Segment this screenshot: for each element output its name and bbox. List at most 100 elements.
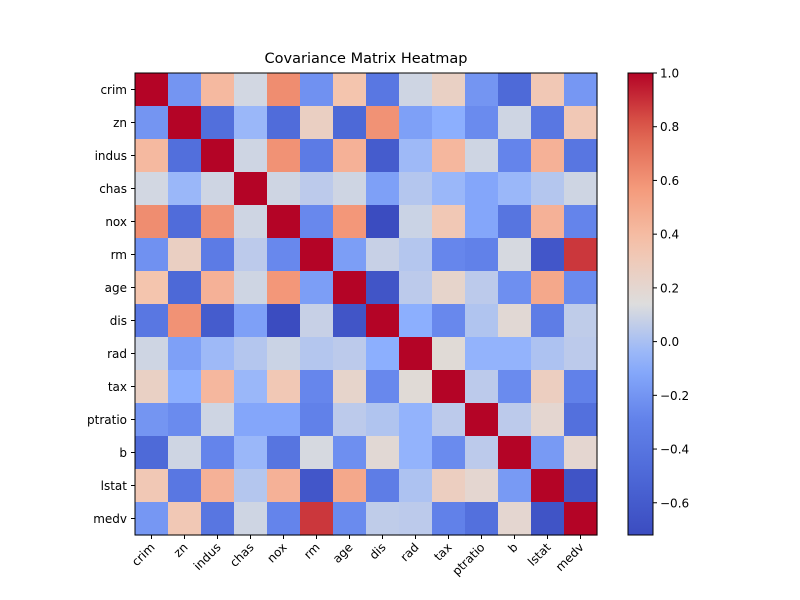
heatmap-cell-tax-rad [399, 370, 433, 404]
heatmap-cell-lstat-nox [267, 469, 301, 503]
y-tick-label: chas [99, 182, 127, 196]
x-tick-label: b [505, 540, 520, 555]
heatmap-cell-zn-ptratio [465, 106, 499, 140]
x-tick-label: indus [191, 540, 224, 573]
heatmap-cell-nox-zn [168, 205, 202, 239]
heatmap-cell-age-chas [234, 271, 268, 305]
heatmap-cell-age-b [498, 271, 532, 305]
heatmap-cell-rm-nox [267, 238, 301, 272]
heatmap-cell-tax-b [498, 370, 532, 404]
heatmap-cell-b-nox [267, 436, 301, 470]
x-tick-label: tax [431, 540, 454, 563]
heatmap-cell-rad-dis [366, 337, 400, 371]
heatmap-cell-zn-rad [399, 106, 433, 140]
heatmap-cell-medv-rm [300, 502, 334, 536]
heatmap-cell-lstat-dis [366, 469, 400, 503]
heatmap-cell-indus-age [333, 139, 367, 173]
heatmap-cell-b-tax [432, 436, 466, 470]
y-tick-label: ptratio [87, 413, 127, 427]
heatmap-cell-rm-zn [168, 238, 202, 272]
heatmap-cell-tax-rm [300, 370, 334, 404]
heatmap-cell-lstat-rm [300, 469, 334, 503]
heatmap-cell-medv-rad [399, 502, 433, 536]
heatmap-cell-rad-zn [168, 337, 202, 371]
heatmap-cell-lstat-lstat [531, 469, 565, 503]
heatmap-cell-zn-rm [300, 106, 334, 140]
heatmap-cell-crim-nox [267, 73, 301, 107]
heatmap-cell-ptratio-nox [267, 403, 301, 437]
heatmap-cell-nox-age [333, 205, 367, 239]
heatmap-cell-dis-crim [135, 304, 169, 338]
heatmap-cell-dis-chas [234, 304, 268, 338]
heatmap-cell-chas-rm [300, 172, 334, 206]
heatmap-cell-tax-dis [366, 370, 400, 404]
heatmap-cell-crim-indus [201, 73, 235, 107]
heatmap-cell-age-lstat [531, 271, 565, 305]
heatmap-cell-tax-zn [168, 370, 202, 404]
heatmap-cells [135, 73, 598, 536]
heatmap-cell-crim-rm [300, 73, 334, 107]
heatmap-cell-zn-zn [168, 106, 202, 140]
heatmap-cell-lstat-rad [399, 469, 433, 503]
heatmap-cell-chas-b [498, 172, 532, 206]
y-tick-label: rm [111, 248, 127, 262]
heatmap-cell-chas-lstat [531, 172, 565, 206]
heatmap-cell-age-ptratio [465, 271, 499, 305]
heatmap-cell-lstat-zn [168, 469, 202, 503]
heatmap-cell-ptratio-crim [135, 403, 169, 437]
heatmap-cell-dis-medv [564, 304, 598, 338]
heatmap-cell-ptratio-medv [564, 403, 598, 437]
heatmap-cell-rm-lstat [531, 238, 565, 272]
colorbar-ticks: −0.6 −0.4 −0.2 0.0 0.2 0.4 0.6 0.8 1.0 [653, 67, 689, 510]
heatmap-cell-rm-crim [135, 238, 169, 272]
heatmap-cell-age-zn [168, 271, 202, 305]
heatmap-cell-rad-ptratio [465, 337, 499, 371]
x-tick-label: ptratio [449, 540, 487, 578]
heatmap-cell-rm-chas [234, 238, 268, 272]
heatmap-cell-crim-chas [234, 73, 268, 107]
heatmap-cell-age-medv [564, 271, 598, 305]
heatmap-cell-indus-nox [267, 139, 301, 173]
heatmap-cell-dis-lstat [531, 304, 565, 338]
plot-frame [134, 72, 598, 536]
heatmap-cell-rm-dis [366, 238, 400, 272]
x-tick-label: medv [553, 540, 587, 574]
heatmap-cell-tax-ptratio [465, 370, 499, 404]
heatmap-cell-indus-dis [366, 139, 400, 173]
colorbar-tick-label: 1.0 [660, 67, 679, 81]
heatmap-cell-ptratio-rm [300, 403, 334, 437]
x-tick-label: chas [227, 540, 257, 570]
y-tick-label: tax [108, 380, 127, 394]
y-tick-label: indus [95, 149, 127, 163]
heatmap-cell-medv-lstat [531, 502, 565, 536]
heatmap-cell-tax-tax [432, 370, 466, 404]
heatmap-cell-nox-b [498, 205, 532, 239]
heatmap-cell-rad-lstat [531, 337, 565, 371]
heatmap-cell-lstat-age [333, 469, 367, 503]
heatmap-cell-nox-crim [135, 205, 169, 239]
heatmap-cell-lstat-crim [135, 469, 169, 503]
colorbar-tick-label: 0.2 [660, 281, 679, 295]
heatmap-cell-indus-ptratio [465, 139, 499, 173]
heatmap-cell-b-medv [564, 436, 598, 470]
heatmap-cell-dis-b [498, 304, 532, 338]
heatmap-cell-lstat-b [498, 469, 532, 503]
y-tick-label: lstat [101, 479, 128, 493]
heatmap-cell-rad-indus [201, 337, 235, 371]
heatmap-cell-crim-zn [168, 73, 202, 107]
heatmap-cell-chas-tax [432, 172, 466, 206]
heatmap-cell-dis-nox [267, 304, 301, 338]
heatmap-cell-dis-zn [168, 304, 202, 338]
heatmap-cell-indus-zn [168, 139, 202, 173]
heatmap-cell-zn-crim [135, 106, 169, 140]
heatmap-cell-medv-dis [366, 502, 400, 536]
heatmap-cell-indus-rm [300, 139, 334, 173]
heatmap-cell-rm-indus [201, 238, 235, 272]
x-tick-label: rm [301, 540, 323, 562]
heatmap-cell-tax-lstat [531, 370, 565, 404]
heatmap-cell-crim-rad [399, 73, 433, 107]
heatmap-cell-nox-rm [300, 205, 334, 239]
heatmap-cell-rm-rad [399, 238, 433, 272]
colorbar-tick-label: 0.4 [660, 228, 679, 242]
